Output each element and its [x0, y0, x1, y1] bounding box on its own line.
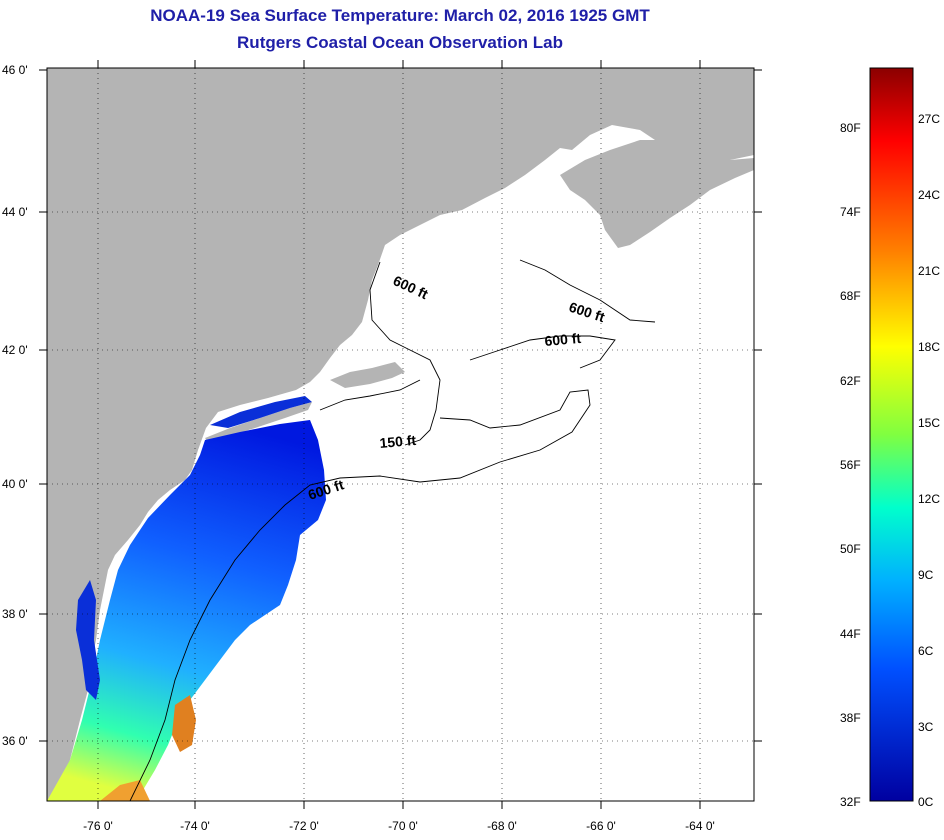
land-nova-scotia [560, 140, 754, 248]
cb-label-12c: 12C [918, 492, 941, 506]
land-long-island [205, 402, 312, 442]
lat-label-36: 36 0' [2, 734, 28, 748]
land-cape-cod [330, 362, 405, 388]
lat-label-42: 42 0' [2, 343, 28, 357]
colorbar [869, 67, 914, 802]
lon-label-76: -76 0' [83, 819, 113, 833]
lon-label-68: -68 0' [487, 819, 517, 833]
cb-label-32f: 32F [840, 795, 861, 809]
cb-label-74f: 74F [840, 205, 861, 219]
lat-label-44: 44 0' [2, 205, 28, 219]
cb-label-24c: 24C [918, 188, 941, 202]
graticule [47, 68, 754, 801]
lat-label-40: 40 0' [2, 477, 28, 491]
cb-label-3c: 3C [918, 720, 934, 734]
lon-label-64: -64 0' [685, 819, 715, 833]
map-subtitle: Rutgers Coastal Ocean Observation Lab [237, 33, 563, 52]
cb-label-18c: 18C [918, 340, 941, 354]
depth-contours [129, 259, 656, 801]
lon-label-66: -66 0' [586, 819, 616, 833]
cb-label-27c: 27C [918, 112, 941, 126]
lon-label-70: -70 0' [388, 819, 418, 833]
cb-label-50f: 50F [840, 542, 861, 556]
depth-label-600ft-3: 600 ft [544, 330, 582, 349]
cb-label-56f: 56F [840, 458, 861, 472]
cb-label-68f: 68F [840, 289, 861, 303]
long-island-sound [210, 396, 312, 428]
cb-label-62f: 62F [840, 374, 861, 388]
lat-label-38: 38 0' [2, 607, 28, 621]
bay-waters [76, 580, 100, 700]
cb-label-0c: 0C [918, 795, 934, 809]
lon-label-72: -72 0' [289, 819, 319, 833]
cb-label-15c: 15C [918, 416, 941, 430]
lat-label-46: 46 0' [2, 63, 28, 77]
land-mainland [47, 68, 754, 801]
map-border [46, 67, 755, 802]
sst-data-swath [47, 420, 326, 801]
cb-label-80f: 80F [840, 121, 861, 135]
cb-label-21c: 21C [918, 264, 941, 278]
map-title: NOAA-19 Sea Surface Temperature: March 0… [150, 6, 650, 25]
cb-label-9c: 9C [918, 568, 934, 582]
cb-label-44f: 44F [840, 627, 861, 641]
lon-label-74: -74 0' [180, 819, 210, 833]
cb-label-6c: 6C [918, 644, 934, 658]
axis-ticks [39, 60, 762, 809]
cb-label-38f: 38F [840, 711, 861, 725]
warm-patch-gulf-stream [172, 695, 196, 752]
depth-label-150ft: 150 ft [379, 432, 417, 451]
